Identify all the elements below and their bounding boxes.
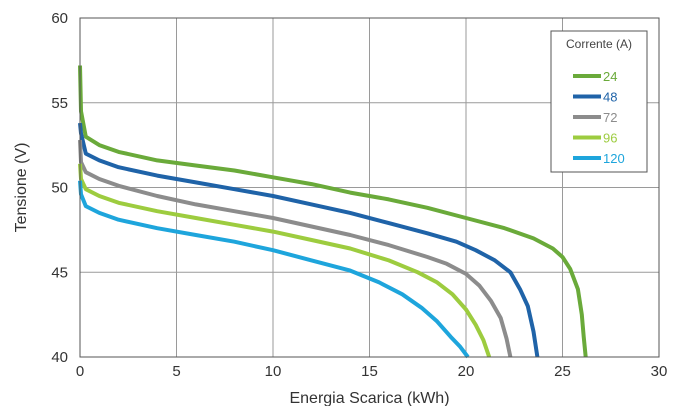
legend-label-48: 48 <box>603 90 617 105</box>
series-line-72 <box>78 139 513 358</box>
y-tick-label: 60 <box>51 10 68 27</box>
legend: Corrente (A) 24 48 72 96 120 <box>550 30 648 173</box>
x-tick-label: 20 <box>458 363 475 380</box>
legend-label-72: 72 <box>603 110 617 125</box>
series-line-48 <box>78 122 540 358</box>
y-axis-title: Tensione (V) <box>13 143 30 233</box>
x-tick-label: 15 <box>361 363 378 380</box>
legend-label-24: 24 <box>603 69 617 84</box>
series-lines <box>78 65 588 359</box>
y-tick-label: 45 <box>51 264 68 281</box>
y-tick-labels: 40 45 50 55 60 <box>51 10 68 366</box>
x-tick-label: 10 <box>265 363 282 380</box>
x-tick-label: 0 <box>76 363 84 380</box>
plot-frame <box>79 17 660 358</box>
x-tick-label: 25 <box>554 363 571 380</box>
x-tick-labels: 0 5 10 15 20 25 30 <box>76 363 668 380</box>
x-axis-title: Energia Scarica (kWh) <box>289 390 449 406</box>
legend-label-96: 96 <box>603 131 617 146</box>
legend-label-120: 120 <box>603 151 625 166</box>
series-line-120 <box>78 180 470 359</box>
y-tick-label: 55 <box>51 95 68 112</box>
legend-items: 24 48 72 96 120 <box>573 69 625 166</box>
series-line-96 <box>78 163 492 358</box>
y-tick-label: 50 <box>51 180 68 197</box>
x-tick-label: 30 <box>651 363 668 380</box>
y-tick-label: 40 <box>51 349 68 366</box>
x-tick-label: 5 <box>172 363 180 380</box>
series-line-24 <box>78 65 588 358</box>
legend-box <box>550 30 648 173</box>
legend-title: Corrente (A) <box>566 37 632 51</box>
